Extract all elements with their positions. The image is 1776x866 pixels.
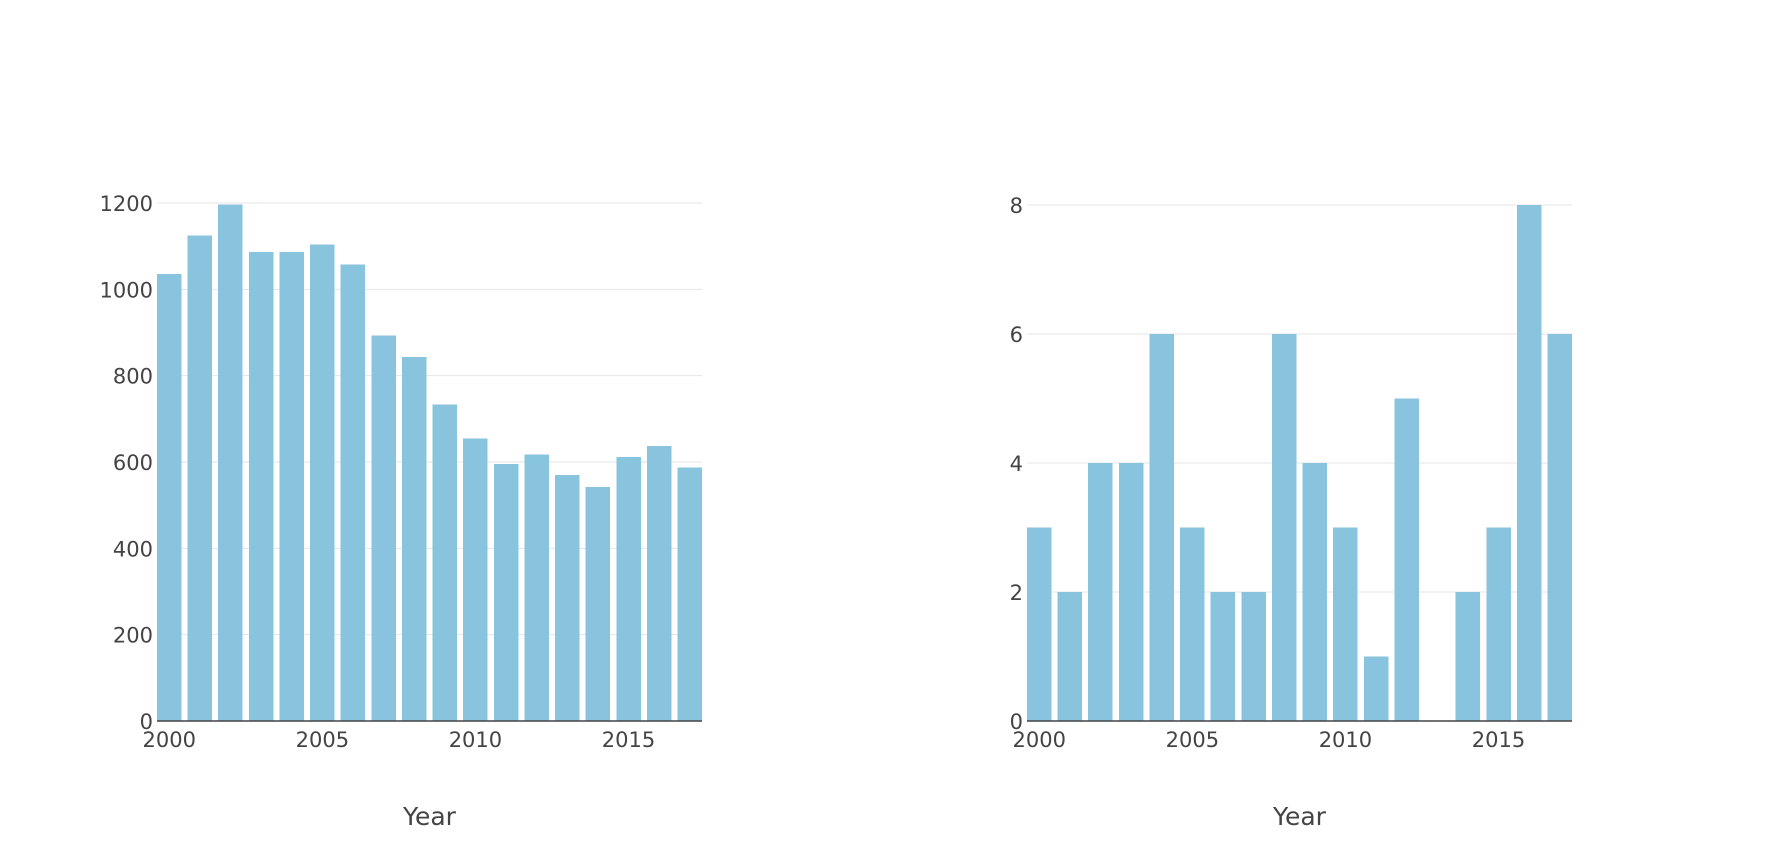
y-tick-label: 400	[113, 537, 153, 561]
x-axis-title: Year	[1272, 802, 1327, 831]
bar-2011	[493, 464, 519, 721]
x-tick-label: 2015	[602, 728, 655, 752]
bar-2012	[524, 454, 549, 721]
bar-2017	[1547, 334, 1572, 721]
bar-2012	[1394, 398, 1419, 721]
bar-2001	[1057, 592, 1083, 721]
bar-2005	[1180, 527, 1205, 721]
y-tick-label: 0	[140, 710, 153, 734]
bar-2005	[310, 244, 335, 721]
bar-2004	[279, 251, 304, 722]
y-tick-label: 600	[113, 451, 153, 475]
bar-2016	[646, 446, 672, 721]
bar-2007	[1241, 592, 1266, 721]
bar-2014	[1455, 592, 1481, 721]
bar-2009	[432, 404, 458, 721]
y-tick-label: 200	[113, 624, 153, 648]
x-tick-label: 2010	[449, 728, 502, 752]
bar-2003	[248, 252, 274, 721]
right-bar-chart: 0 2 4 6 8 2000 2005 2010 2015 Year	[1010, 194, 1572, 831]
y-tick-label: 8	[1010, 194, 1023, 218]
bar-2015	[1486, 527, 1511, 721]
bar-2008	[1271, 334, 1297, 721]
bar-2002	[1088, 463, 1113, 721]
bar-2006	[340, 264, 366, 721]
bar-2015	[616, 456, 641, 721]
x-tick-label: 2000	[1013, 728, 1066, 752]
x-tick-label: 2005	[296, 728, 349, 752]
bar-2013	[555, 474, 580, 721]
y-tick-label: 1200	[100, 192, 153, 216]
x-axis-title: Year	[402, 802, 457, 831]
bar-2016	[1516, 205, 1542, 721]
bar-2003	[1118, 463, 1144, 721]
bar-2014	[585, 487, 611, 721]
bar-2008	[401, 357, 427, 721]
y-tick-label: 800	[113, 365, 153, 389]
bar-2009	[1302, 463, 1328, 721]
bar-2010	[463, 438, 488, 721]
x-tick-label: 2015	[1472, 728, 1525, 752]
bar-2011	[1363, 656, 1389, 721]
y-tick-label: 4	[1010, 452, 1023, 476]
x-tick-label: 2005	[1166, 728, 1219, 752]
bar-2010	[1333, 527, 1358, 721]
bar-2002	[218, 204, 243, 722]
y-tick-label: 0	[1010, 710, 1023, 734]
y-tick-label: 2	[1010, 581, 1023, 605]
y-tick-label: 1000	[100, 278, 153, 302]
bar-2001	[187, 235, 213, 721]
bar-2004	[1149, 334, 1174, 721]
y-tick-label: 6	[1010, 323, 1023, 347]
left-bar-chart: 0 200 400 600 800 1000 1200 2000 2005 2010 2015 Yea…	[100, 192, 702, 831]
bar-2000	[157, 274, 182, 721]
bar-2007	[371, 335, 396, 721]
bar-2006	[1210, 592, 1236, 721]
bar-2017	[677, 467, 702, 721]
bar-2000	[1027, 527, 1052, 721]
x-tick-label: 2010	[1319, 728, 1372, 752]
x-tick-label: 2000	[143, 728, 196, 752]
